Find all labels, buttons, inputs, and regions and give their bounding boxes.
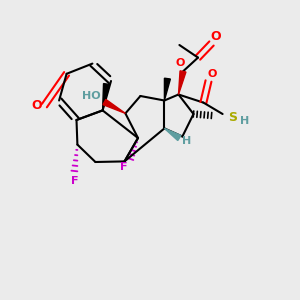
Polygon shape [164,78,170,100]
Polygon shape [164,128,181,140]
Polygon shape [103,99,125,113]
Text: HO: HO [82,91,101,101]
Text: F: F [71,176,78,186]
Polygon shape [103,84,110,110]
Text: O: O [207,69,217,80]
Text: F: F [120,162,127,172]
Polygon shape [178,71,186,94]
Text: O: O [176,58,185,68]
Text: O: O [32,99,42,112]
Text: H: H [182,136,191,146]
Text: H: H [240,116,249,126]
Text: S: S [229,111,238,124]
Text: O: O [210,30,221,43]
